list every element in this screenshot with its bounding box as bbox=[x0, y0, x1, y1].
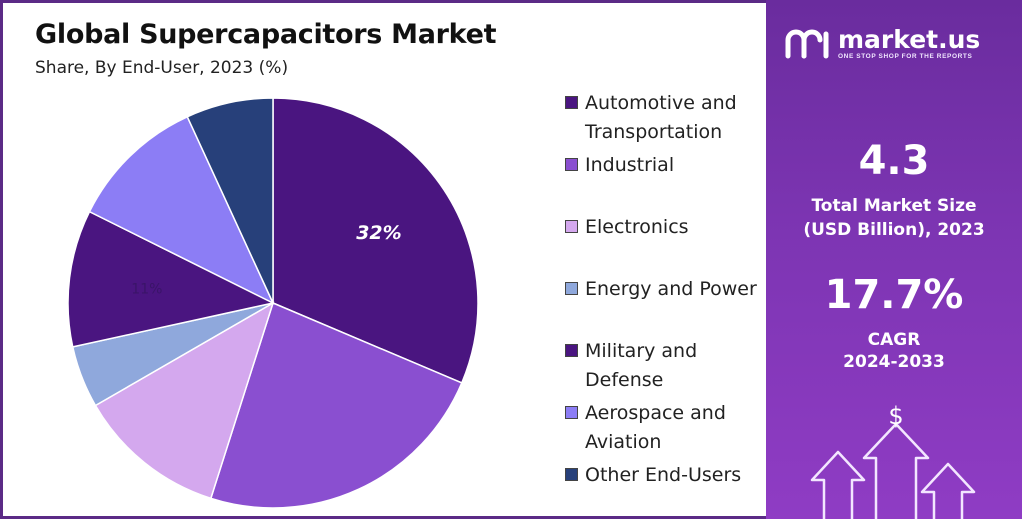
summary-panel: market.us ONE STOP SHOP FOR THE REPORTS … bbox=[766, 0, 1022, 519]
pie-slice-electronics bbox=[94, 301, 275, 500]
growth-arrows-icon: $ bbox=[810, 402, 976, 519]
chart-subtitle: Share, By End-User, 2023 (%) bbox=[35, 58, 289, 78]
dollar-icon: $ bbox=[888, 402, 903, 430]
legend-item: Other End-Users bbox=[565, 461, 763, 490]
legend-label: Other End-Users bbox=[585, 464, 742, 486]
legend-label: Military and Defense bbox=[585, 340, 698, 391]
pie-chart: 32% 11% bbox=[63, 93, 483, 513]
legend-item: Industrial bbox=[565, 151, 763, 180]
data-label: 32% bbox=[356, 222, 401, 244]
legend-swatch bbox=[565, 282, 578, 295]
legend-item: Military and Defense bbox=[565, 337, 763, 395]
data-label: 11% bbox=[131, 281, 162, 297]
brand-logo: market.us ONE STOP SHOP FOR THE REPORTS bbox=[784, 26, 980, 60]
legend-swatch bbox=[565, 406, 578, 419]
legend-label: Automotive and Transportation bbox=[585, 92, 737, 143]
legend-swatch bbox=[565, 468, 578, 481]
legend-label: Energy and Power bbox=[585, 278, 757, 300]
market-us-logo-icon bbox=[785, 29, 829, 59]
market-size-label: Total Market Size (USD Billion), 2023 bbox=[803, 196, 985, 240]
legend-label: Industrial bbox=[585, 154, 675, 176]
market-size-value: 4.3 bbox=[858, 138, 930, 184]
cagr-label: CAGR bbox=[867, 330, 921, 350]
pie-slice-industrial bbox=[209, 301, 463, 509]
legend-swatch bbox=[565, 220, 578, 233]
brand-tagline: ONE STOP SHOP FOR THE REPORTS bbox=[838, 52, 973, 60]
legend-label: Aerospace and Aviation bbox=[585, 402, 726, 453]
legend-swatch bbox=[565, 96, 578, 109]
chart-title: Global Supercapacitors Market bbox=[35, 19, 497, 50]
pie-slice-military-and-defense bbox=[67, 210, 276, 348]
pie-slice-other-end-users bbox=[186, 97, 274, 304]
cagr-period: 2024-2033 bbox=[843, 352, 945, 372]
legend-item: Aerospace and Aviation bbox=[565, 399, 763, 457]
pie-svg: 32% 11% bbox=[67, 97, 479, 509]
cagr-value: 17.7% bbox=[824, 272, 964, 318]
pie-slice-aerospace-and-aviation bbox=[88, 115, 275, 305]
chart-panel: Global Supercapacitors Market Share, By … bbox=[0, 0, 766, 519]
legend-swatch bbox=[565, 158, 578, 171]
legend-item: Automotive and Transportation bbox=[565, 89, 763, 147]
legend-swatch bbox=[565, 344, 578, 357]
brand-name: market.us bbox=[838, 24, 981, 54]
pie-slice-automotive-and-transportation bbox=[272, 97, 479, 384]
legend-item: Energy and Power bbox=[565, 275, 763, 304]
legend-label: Electronics bbox=[585, 216, 689, 238]
legend-item: Electronics bbox=[565, 213, 763, 242]
